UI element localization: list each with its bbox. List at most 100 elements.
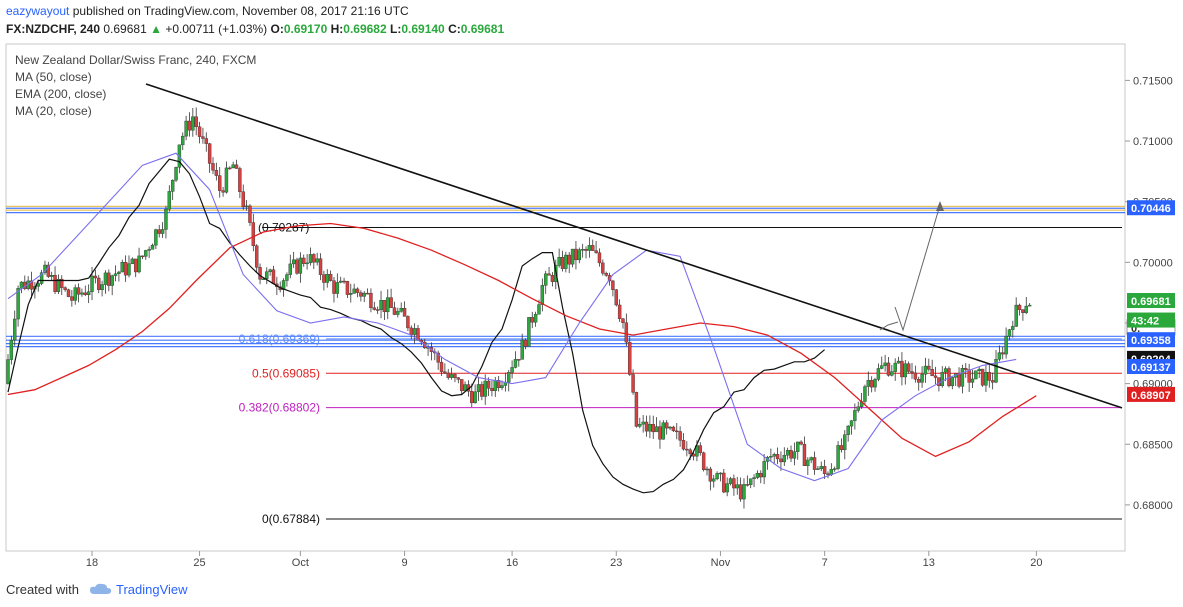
candle-body [611,280,615,290]
candle-body [271,269,276,285]
x-tick-label: 18 [86,557,98,569]
candle-body [849,420,854,427]
candle-body [664,422,669,429]
candle-body [103,272,108,285]
candle-body [234,164,239,169]
candle-body [715,473,719,480]
candle-body [1017,304,1022,310]
candle-body [732,478,736,489]
candle-body [298,257,303,274]
candle-body [567,254,571,265]
candle-body [651,424,655,433]
candle-body [39,272,44,284]
candle-body [281,280,286,290]
candle-body [1004,335,1008,355]
tradingview-link[interactable]: TradingView [116,582,188,597]
candle-body [53,275,57,292]
price-axis[interactable]: 0.715000.710000.705000.700000.695000.690… [1125,75,1176,512]
candle-body [755,473,760,478]
candle-body [449,374,454,378]
candle-body [570,248,575,265]
candle-body [940,372,944,387]
candle-body [688,449,692,455]
candle-body [6,359,10,384]
legend-ma20[interactable]: MA (20, close) [15,104,92,118]
candle-body [224,167,229,193]
candle-body [453,374,457,378]
candle-body [1027,304,1032,307]
candle-body [231,164,235,169]
candle-body [218,175,222,191]
candle-body [157,229,161,234]
candle-body [46,264,51,277]
x-tick-label: Nov [711,557,731,569]
candle-body [154,229,158,246]
candle-body [631,374,635,393]
candle-body [110,275,114,286]
time-axis[interactable]: 18 25 Oct 9 16 23 Nov 7 13 20 [86,551,1043,569]
candle-body [634,392,639,427]
candle-body [490,388,494,391]
candle-body [194,116,198,127]
candle-body [70,296,74,301]
candle-body [120,262,124,273]
candle-body [987,372,991,381]
symbol-header: FX:NZDCHF, 240 0.69681 ▲ +0.00711 (+1.03… [6,22,504,36]
candle-body [833,468,837,470]
candle-body [997,352,1002,360]
candle-body [560,257,565,269]
open-value: 0.69170 [283,22,328,36]
candle-body [144,250,148,257]
candle-body [496,380,501,388]
candle-body [812,457,817,470]
candle-body [221,190,225,193]
candle-body [19,281,24,289]
candle-body [476,384,481,393]
candle-body [530,317,534,323]
candle-body [910,371,914,374]
candle-body [486,380,491,389]
candle-body [443,371,447,374]
candle-body [543,273,548,286]
x-tick-label: 13 [923,557,935,569]
publish-info: published on TradingView.com, November 0… [72,4,409,18]
candle-body [416,328,420,341]
candle-body [950,377,955,387]
candle-body [540,285,545,305]
candle-body [708,468,713,482]
candle-body [853,410,857,421]
candle-body [557,257,561,266]
candle-body [587,245,592,251]
candle-body [920,373,924,383]
legend-ma50[interactable]: MA (50, close) [15,70,92,84]
candle-body [685,448,689,451]
legend-ema200[interactable]: EMA (200, close) [15,87,107,101]
candle-body [675,430,679,433]
candle-body [359,292,363,297]
candle-body [527,317,531,347]
candle-body [470,391,474,404]
price-label-box [1127,312,1175,328]
candle-body [16,288,20,320]
candle-body [493,380,497,391]
author-link[interactable]: eazywayout [6,4,70,18]
candle-body [170,179,175,192]
candle-body [409,327,413,335]
candle-body [90,275,94,292]
candle-body [345,281,350,295]
candle-body [241,191,245,208]
candle-body [97,277,101,290]
candle-body [473,391,477,404]
candle-body [617,304,622,319]
price-label-box [1127,200,1175,216]
candle-body [580,249,585,251]
candle-body [76,287,81,295]
candle-body [822,466,827,474]
candle-body [238,168,242,192]
candle-body [352,288,356,294]
candle-body [396,311,400,315]
candle-body [846,425,850,435]
candle-body [386,297,390,313]
candle-body [752,477,756,479]
